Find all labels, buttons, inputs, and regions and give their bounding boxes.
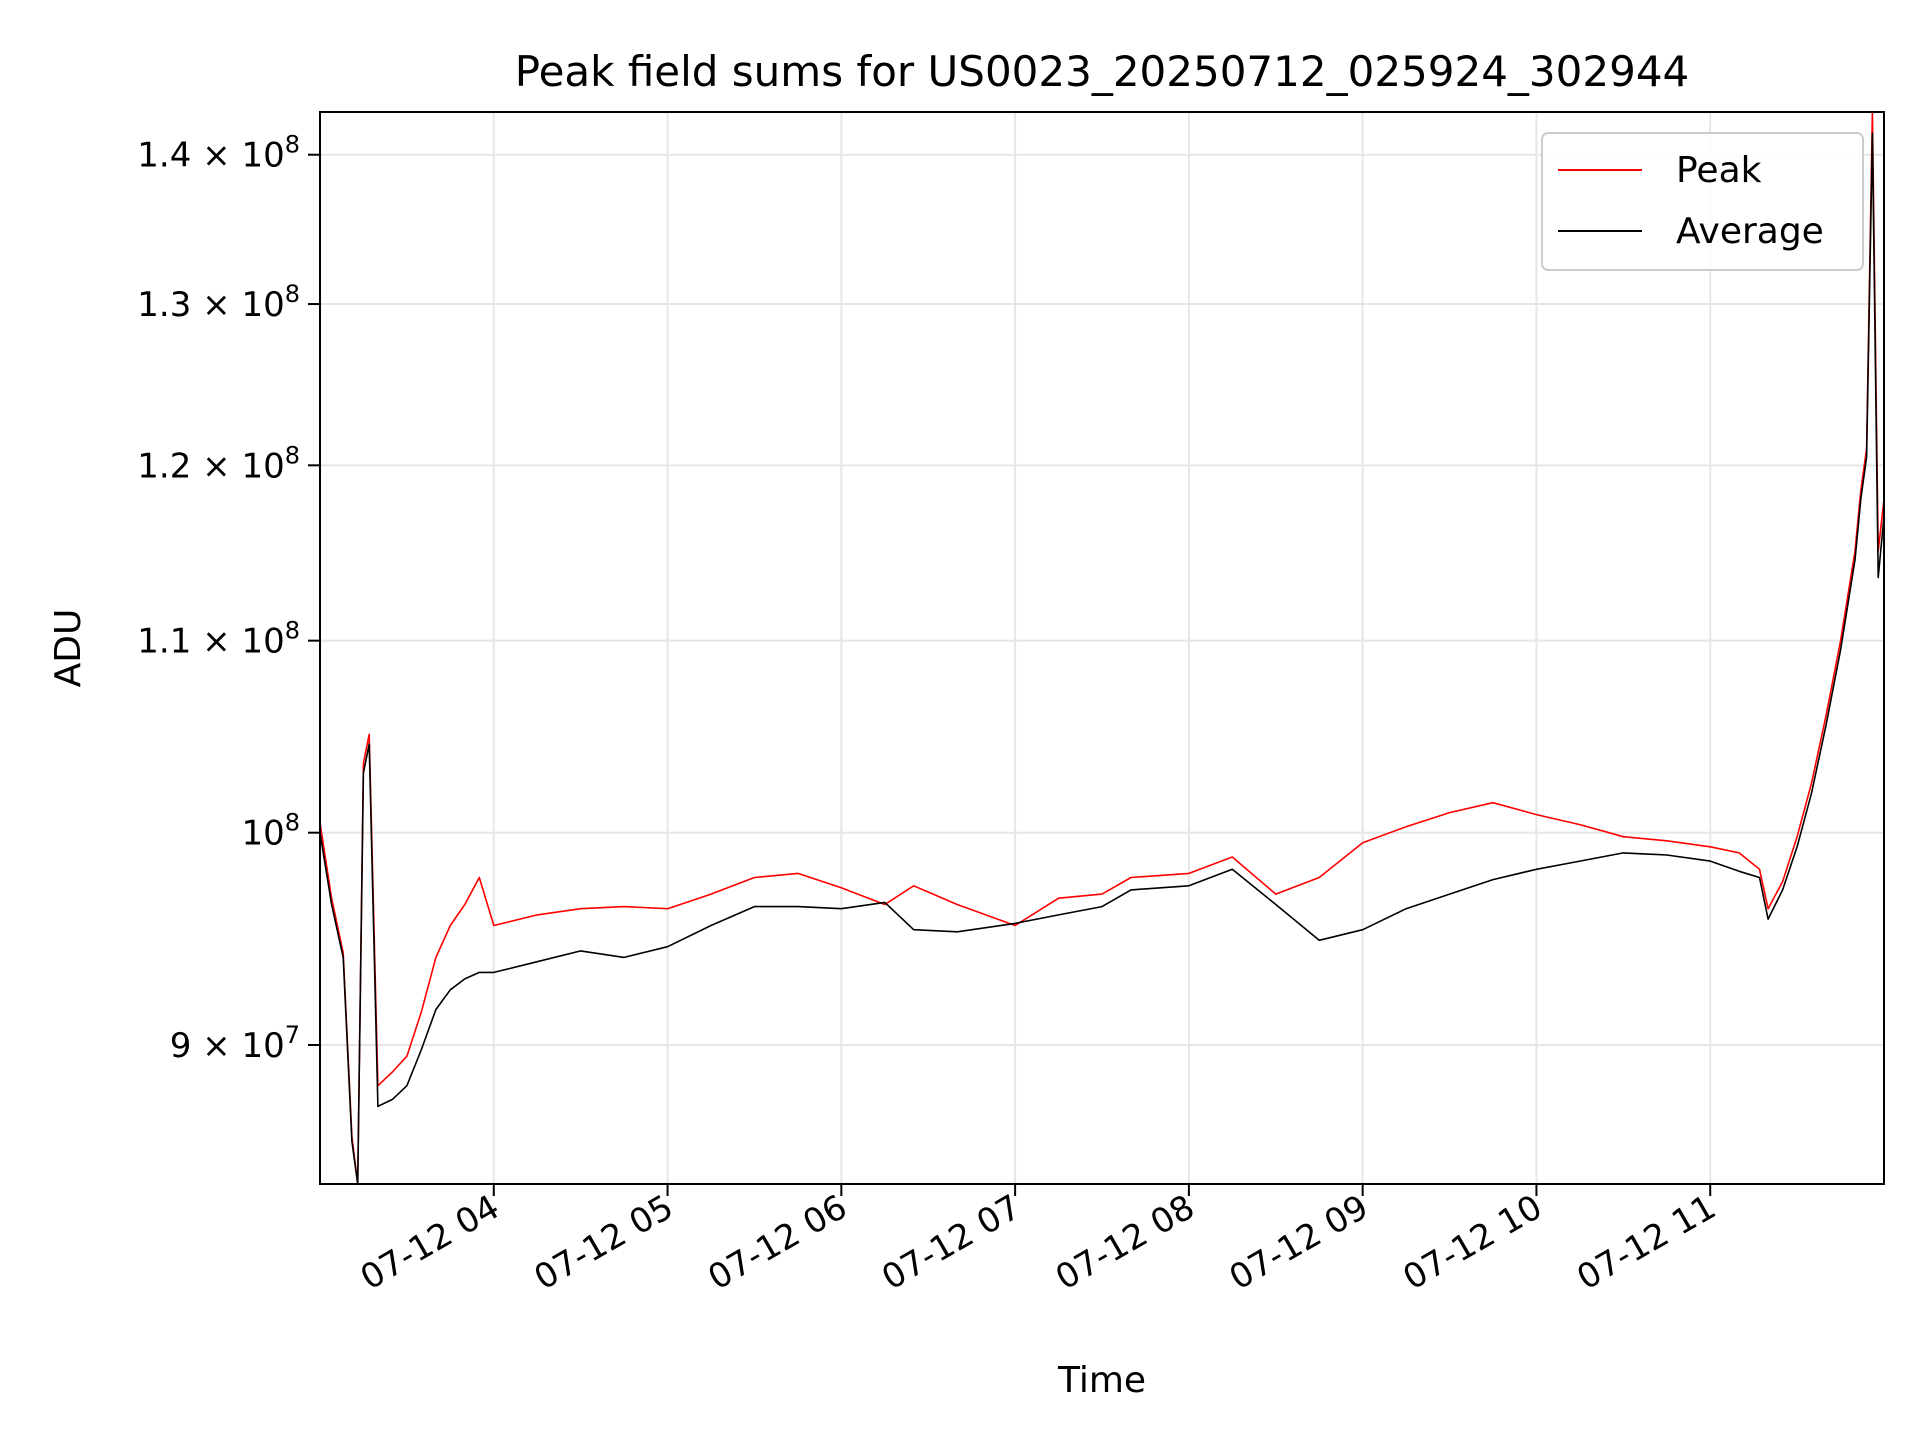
- series-line-peak: [320, 112, 1884, 1184]
- legend: Peak Average: [1541, 132, 1864, 271]
- y-tick-label: 1.2 × 108: [137, 441, 300, 486]
- legend-label-average: Average: [1676, 211, 1824, 252]
- legend-box: [1541, 132, 1864, 271]
- y-tick-label: 108: [241, 809, 300, 854]
- y-tick-label: 1.1 × 108: [137, 617, 300, 662]
- gridlines: [320, 112, 1884, 1184]
- plot-area: [320, 112, 1884, 1184]
- plot-frame: [319, 111, 1885, 1185]
- chart-title: Peak field sums for US0023_20250712_0259…: [515, 47, 1690, 96]
- series-line-average: [320, 132, 1884, 1184]
- y-axis-ticks: 9 × 107 108 1.1 × 108 1.2 × 108 1.3 × 108 1.4…: [137, 131, 320, 1066]
- y-tick-label: 9 × 107: [170, 1021, 300, 1066]
- series-lines: [320, 112, 1884, 1184]
- y-tick-label: 1.3 × 108: [137, 280, 300, 325]
- y-tick-label: 1.4 × 108: [137, 131, 300, 176]
- legend-label-peak: Peak: [1676, 150, 1762, 191]
- x-axis-label: Time: [1057, 1360, 1146, 1401]
- y-axis-label: ADU: [48, 609, 89, 688]
